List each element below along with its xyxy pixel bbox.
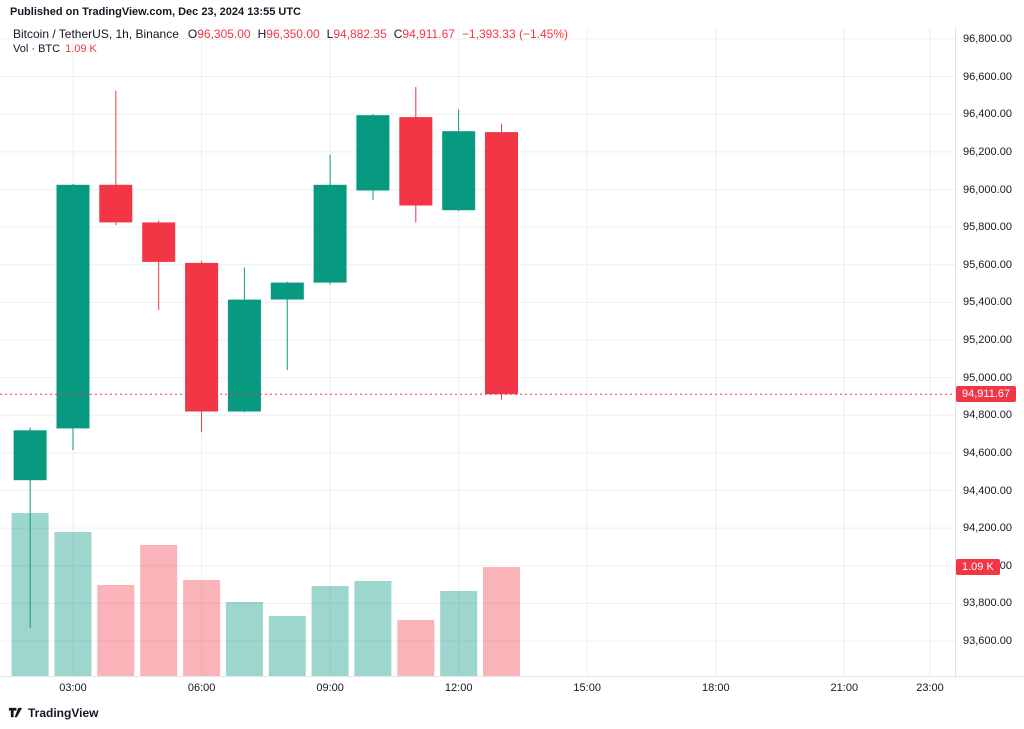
footer-brand[interactable]: TradingView [8,705,98,720]
volume-bar[interactable] [140,545,178,676]
candle-body[interactable] [270,282,304,300]
volume-bar[interactable] [440,591,478,676]
low-label: L [326,27,334,41]
volume-bar[interactable] [397,620,435,676]
volume-bar[interactable] [483,567,520,676]
candle-body[interactable] [13,430,47,481]
high-value: 96,350.00 [266,27,320,41]
candle-body[interactable] [399,117,433,206]
low-value: 94,882.35 [333,27,387,41]
price-axis-label: 93,600.00 [963,635,1012,647]
time-axis-label: 21:00 [830,682,859,694]
price-axis-label: 96,400.00 [963,108,1012,121]
price-axis-label: 93,800.00 [963,597,1012,610]
price-axis-label: 96,800.00 [963,33,1012,45]
candle-body[interactable] [313,184,347,283]
close-label: C [393,27,403,41]
candle-body[interactable] [56,184,90,429]
time-axis-label: 18:00 [702,682,730,694]
high-label: H [257,27,267,41]
time-axis[interactable]: 03:00 06:00 09:00 12:00 15:00 18:00 21:00 23:00 [0,678,955,700]
open-value: 96,305.00 [197,27,251,41]
volume-legend[interactable]: Vol · BTC 1.09 K [13,43,97,55]
volume-bar[interactable] [54,532,92,676]
price-axis-label: 94,800.00 [963,409,1012,422]
volume-bar[interactable] [354,581,392,676]
volume-bar[interactable] [183,580,221,676]
candle-body[interactable] [99,184,133,223]
time-axis-label: 06:00 [187,682,216,694]
price-axis-label: 96,600.00 [963,70,1012,83]
volume-bar[interactable] [97,585,135,676]
time-axis-label: 09:00 [316,682,344,694]
price-axis-label: 94,400.00 [963,484,1012,497]
price-axis-label: 95,800.00 [963,221,1012,234]
candle-body[interactable] [442,131,476,211]
volume-label: Vol · BTC [13,43,61,55]
last-price-badge: 94,911.67 [956,386,1017,403]
volume-bar[interactable] [225,602,263,676]
price-axis-label: 95,200.00 [963,334,1012,346]
candle-body[interactable] [185,262,219,412]
volume-bar[interactable] [268,616,306,676]
time-axis-label: 12:00 [444,682,473,694]
price-axis-label: 95,000.00 [963,371,1012,384]
time-axis-label: 15:00 [573,682,601,694]
footer-brand-text: TradingView [28,705,99,720]
price-axis[interactable]: 96,800.00 96,600.00 96,400.00 96,200.00 96,0… [955,0,1024,676]
candle-body[interactable] [142,222,176,262]
published-caption: Published on TradingView.com, Dec 23, 20… [10,6,301,18]
time-axis-label: 03:00 [59,682,87,694]
volume-bar[interactable] [311,586,349,676]
open-label: O [187,27,198,41]
price-axis-label: 96,000.00 [963,183,1012,196]
candle-body[interactable] [227,299,261,412]
price-axis-label: 94,200.00 [963,522,1012,535]
candle-body[interactable] [356,115,390,191]
time-axis-label: 23:00 [916,682,944,694]
symbol-legend[interactable]: Bitcoin / TetherUS, 1h, Binance O96,305.0… [13,27,568,41]
change-value: −1,393.33 (−1.45%) [461,27,568,41]
price-axis-label: 95,600.00 [963,258,1012,271]
last-volume-badge: 1.09 K [956,559,1000,575]
close-value: 94,911.67 [402,27,455,41]
volume-value: 1.09 K [65,43,97,55]
symbol-title[interactable]: Bitcoin / TetherUS, 1h, Binance [13,27,179,41]
price-axis-label: 96,200.00 [963,145,1012,158]
price-axis-label: 94,600.00 [963,446,1012,459]
price-axis-label: 95,400.00 [963,296,1012,309]
candle-body[interactable] [485,132,518,395]
tradingview-logo-icon [8,707,23,718]
